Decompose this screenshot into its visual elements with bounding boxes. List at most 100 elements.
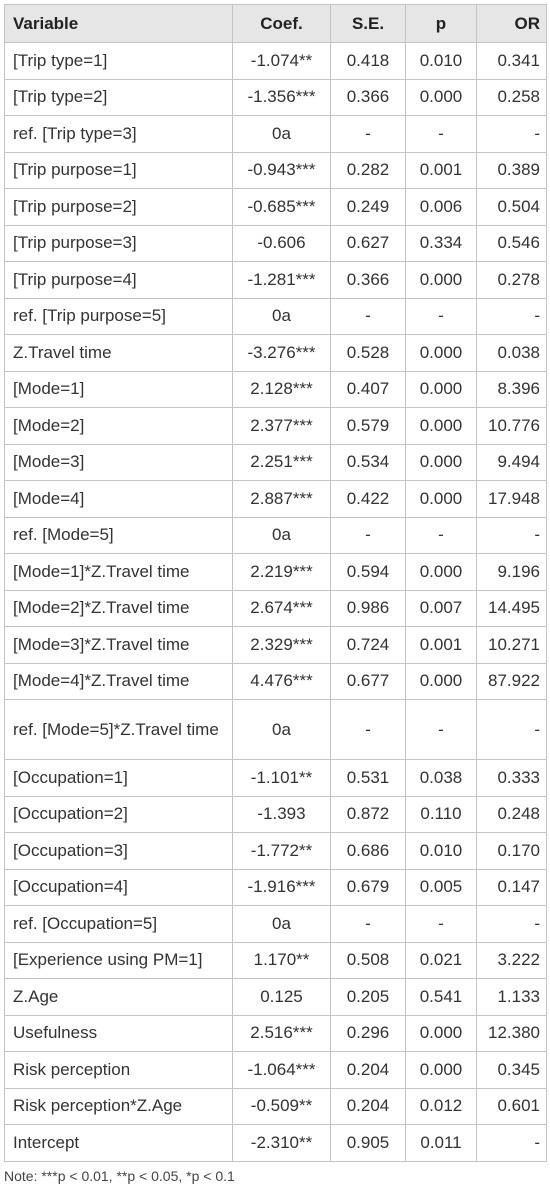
value-cell: 17.948 — [476, 480, 547, 518]
table-row: [Mode=2] 2.377*** 0.579 0.000 10.776 — [4, 407, 547, 445]
header-row: Variable Coef. S.E. p OR — [4, 4, 547, 43]
variable-cell: ref. [Trip type=3] — [4, 115, 233, 153]
variable-cell: [Trip purpose=3] — [4, 224, 233, 262]
table-row: ref. [Mode=5] 0a - - - — [4, 516, 547, 554]
column-header: Coef. — [232, 4, 331, 43]
value-cell: -3.276*** — [232, 334, 331, 372]
column-header: p — [405, 4, 477, 43]
value-cell: 0.000 — [405, 78, 477, 116]
value-cell: -1.281*** — [232, 261, 331, 299]
value-cell: 0.872 — [330, 795, 406, 833]
value-cell: 0.905 — [330, 1124, 406, 1162]
value-cell: - — [405, 115, 477, 153]
table-body: [Trip type=1] -1.074** 0.418 0.010 0.341 [Tri… — [4, 42, 547, 1162]
value-cell: 1.170** — [232, 941, 331, 979]
value-cell: -1.356*** — [232, 78, 331, 116]
value-cell: 0.010 — [405, 832, 477, 870]
value-cell: 0.389 — [476, 151, 547, 189]
value-cell: 0.038 — [405, 759, 477, 797]
value-cell: 0.534 — [330, 443, 406, 481]
value-cell: 0.627 — [330, 224, 406, 262]
variable-cell: [Occupation=2] — [4, 795, 233, 833]
value-cell: 2.377*** — [232, 407, 331, 445]
value-cell: 4.476*** — [232, 662, 331, 700]
value-cell: 0a — [232, 699, 331, 760]
value-cell: 0.000 — [405, 553, 477, 591]
value-cell: 2.251*** — [232, 443, 331, 481]
variable-cell: [Occupation=3] — [4, 832, 233, 870]
table-row: [Experience using PM=1] 1.170** 0.508 0.021… — [4, 941, 547, 979]
value-cell: 0.333 — [476, 759, 547, 797]
value-cell: - — [476, 516, 547, 554]
table-row: Z.Age 0.125 0.205 0.541 1.133 — [4, 978, 547, 1016]
value-cell: 8.396 — [476, 370, 547, 408]
variable-cell: Z.Travel time — [4, 334, 233, 372]
value-cell: 10.776 — [476, 407, 547, 445]
value-cell: 2.329*** — [232, 626, 331, 664]
value-cell: 0.724 — [330, 626, 406, 664]
value-cell: 0.000 — [405, 370, 477, 408]
value-cell: 0.006 — [405, 188, 477, 226]
value-cell: - — [330, 699, 406, 760]
value-cell: 0.508 — [330, 941, 406, 979]
table-row: [Mode=1] 2.128*** 0.407 0.000 8.396 — [4, 370, 547, 408]
value-cell: 0.204 — [330, 1051, 406, 1089]
value-cell: 0.005 — [405, 868, 477, 906]
table-row: [Mode=3] 2.251*** 0.534 0.000 9.494 — [4, 443, 547, 481]
value-cell: 0.296 — [330, 1014, 406, 1052]
column-header: Variable — [4, 4, 233, 43]
column-header: S.E. — [330, 4, 406, 43]
value-cell: 0.011 — [405, 1124, 477, 1162]
value-cell: 0.601 — [476, 1087, 547, 1125]
table-row: [Occupation=2] -1.393 0.872 0.110 0.248 — [4, 795, 547, 833]
table-row: [Trip purpose=1] -0.943*** 0.282 0.001 0.389 — [4, 151, 547, 189]
value-cell: 0.334 — [405, 224, 477, 262]
variable-cell: [Occupation=1] — [4, 759, 233, 797]
table-row: Risk perception -1.064*** 0.204 0.000 0.345 — [4, 1051, 547, 1089]
value-cell: 0.341 — [476, 42, 547, 80]
table-row: ref. [Occupation=5] 0a - - - — [4, 905, 547, 943]
variable-cell: [Mode=4] — [4, 480, 233, 518]
results-table: Variable Coef. S.E. p OR [Trip type=1] -1.074… — [4, 4, 547, 1162]
table-row: [Occupation=3] -1.772** 0.686 0.010 0.170 — [4, 832, 547, 870]
value-cell: 0.504 — [476, 188, 547, 226]
value-cell: -1.074** — [232, 42, 331, 80]
value-cell: - — [405, 699, 477, 760]
value-cell: - — [330, 905, 406, 943]
value-cell: -0.685*** — [232, 188, 331, 226]
value-cell: -1.916*** — [232, 868, 331, 906]
value-cell: 0a — [232, 115, 331, 153]
table-row: Intercept -2.310** 0.905 0.011- — [4, 1124, 547, 1162]
value-cell: 0.000 — [405, 480, 477, 518]
value-cell: 0.204 — [330, 1087, 406, 1125]
value-cell: -1.101** — [232, 759, 331, 797]
value-cell: 0.528 — [330, 334, 406, 372]
variable-cell: [Trip type=1] — [4, 42, 233, 80]
value-cell: 0.170 — [476, 832, 547, 870]
value-cell: -1.064*** — [232, 1051, 331, 1089]
value-cell: 0.366 — [330, 78, 406, 116]
value-cell: 0.000 — [405, 1014, 477, 1052]
value-cell: 0.418 — [330, 42, 406, 80]
value-cell: 0.345 — [476, 1051, 547, 1089]
value-cell: -0.943*** — [232, 151, 331, 189]
table-row: [Mode=3]*Z.Travel time 2.329*** 0.724 0.001… — [4, 626, 547, 664]
table-row: [Trip purpose=3] -0.606 0.627 0.334 0.546 — [4, 224, 547, 262]
value-cell: 0a — [232, 516, 331, 554]
value-cell: 2.516*** — [232, 1014, 331, 1052]
variable-cell: [Mode=3]*Z.Travel time — [4, 626, 233, 664]
value-cell: 0.012 — [405, 1087, 477, 1125]
value-cell: - — [476, 115, 547, 153]
value-cell: 0.677 — [330, 662, 406, 700]
value-cell: 0.110 — [405, 795, 477, 833]
variable-cell: Z.Age — [4, 978, 233, 1016]
value-cell: 0.258 — [476, 78, 547, 116]
value-cell: 0.986 — [330, 589, 406, 627]
variable-cell: [Occupation=4] — [4, 868, 233, 906]
table-row: [Mode=2]*Z.Travel time 2.674*** 0.986 0.007… — [4, 589, 547, 627]
value-cell: 0.407 — [330, 370, 406, 408]
value-cell: 0.038 — [476, 334, 547, 372]
variable-cell: [Trip purpose=4] — [4, 261, 233, 299]
variable-cell: [Mode=2]*Z.Travel time — [4, 589, 233, 627]
